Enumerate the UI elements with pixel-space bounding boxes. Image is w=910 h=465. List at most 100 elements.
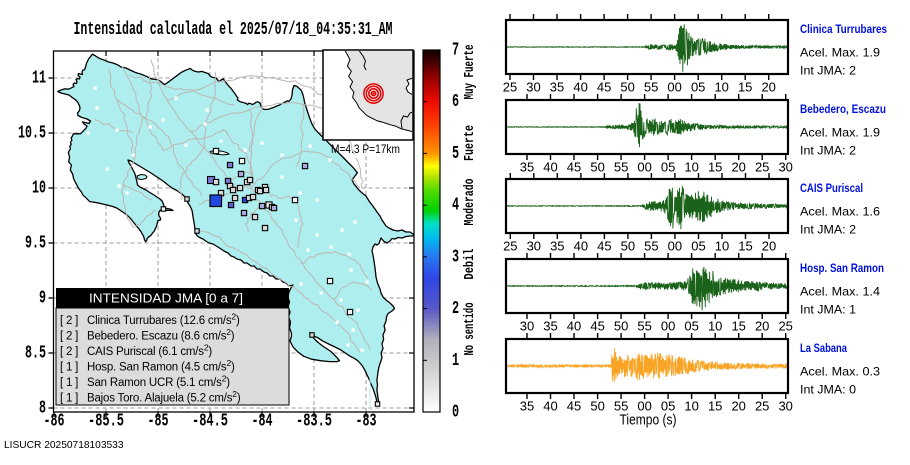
svg-text:55: 55 xyxy=(614,399,628,414)
svg-text:Bebedero, Escazu: Bebedero, Escazu xyxy=(800,102,886,116)
svg-text:10: 10 xyxy=(714,80,728,95)
svg-text:[ 1 ]Bajos Toro. Alajuela (5.2: [ 1 ] Bajos Toro. Alajuela (5.2 cm/s2) xyxy=(60,389,241,405)
svg-text:[ 2 ]CAIS Puriscal (6.1 cm/s2): [ 2 ] CAIS Puriscal (6.1 cm/s2) xyxy=(60,343,212,359)
svg-text:2: 2 xyxy=(452,299,459,319)
svg-text:Acel. Max. 1.4: Acel. Max. 1.4 xyxy=(800,285,880,299)
svg-text:[ 1 ]San Ramon UCR (5.1 cm/s2): [ 1 ] San Ramon UCR (5.1 cm/s2) xyxy=(60,374,230,390)
svg-text:-83: -83 xyxy=(356,412,377,432)
svg-text:55: 55 xyxy=(644,80,658,95)
svg-text:5: 5 xyxy=(452,144,459,164)
svg-text:20: 20 xyxy=(762,239,776,254)
svg-text:Acel. Max. 0.3: Acel. Max. 0.3 xyxy=(800,365,880,379)
svg-text:20: 20 xyxy=(761,80,775,95)
svg-text:-84: -84 xyxy=(252,412,273,432)
svg-text:8: 8 xyxy=(39,399,46,419)
svg-text:INTENSIDAD JMA [0 a 7]: INTENSIDAD JMA [0 a 7] xyxy=(89,292,243,306)
svg-text:Int JMA: 2: Int JMA: 2 xyxy=(800,223,856,237)
svg-text:0: 0 xyxy=(452,403,459,423)
svg-text:25: 25 xyxy=(755,399,769,414)
svg-text:[ 2 ]Bebedero. Escazu (8.6 cm/: [ 2 ] Bebedero. Escazu (8.6 cm/s2) xyxy=(60,327,235,343)
svg-text:25: 25 xyxy=(778,319,792,334)
svg-text:55: 55 xyxy=(644,239,658,254)
svg-text:20: 20 xyxy=(731,160,745,175)
svg-text:3: 3 xyxy=(452,247,459,267)
svg-text:35: 35 xyxy=(543,319,557,334)
svg-text:No sentido: No sentido xyxy=(462,303,478,356)
svg-text:9.5: 9.5 xyxy=(25,234,46,254)
svg-text:-83.5: -83.5 xyxy=(296,412,332,432)
svg-text:05: 05 xyxy=(691,80,705,95)
svg-text:7: 7 xyxy=(452,41,459,61)
svg-text:25: 25 xyxy=(503,239,517,254)
svg-text:50: 50 xyxy=(590,160,604,175)
svg-text:15: 15 xyxy=(738,80,752,95)
svg-text:00: 00 xyxy=(667,80,681,95)
svg-text:[ 1 ]Hosp. San Ramon (4.5 cm/s: [ 1 ] Hosp. San Ramon (4.5 cm/s2) xyxy=(60,358,235,374)
svg-text:Intensidad calculada el 2025/0: Intensidad calculada el 2025/07/18_04:35… xyxy=(74,20,393,40)
svg-text:40: 40 xyxy=(574,239,588,254)
svg-text:M=4.3 P=17km: M=4.3 P=17km xyxy=(331,144,400,156)
svg-text:50: 50 xyxy=(614,319,628,334)
svg-text:45: 45 xyxy=(597,239,611,254)
svg-text:Int JMA: 2: Int JMA: 2 xyxy=(800,144,856,158)
svg-text:15: 15 xyxy=(738,239,752,254)
svg-text:25: 25 xyxy=(755,160,769,175)
svg-text:-85.5: -85.5 xyxy=(88,412,124,432)
svg-text:45: 45 xyxy=(567,399,581,414)
svg-text:LISUCR 20250718103533: LISUCR 20250718103533 xyxy=(4,440,124,451)
svg-text:30: 30 xyxy=(778,399,792,414)
svg-text:8.5: 8.5 xyxy=(25,344,46,364)
svg-text:35: 35 xyxy=(520,399,534,414)
svg-text:10.5: 10.5 xyxy=(18,124,46,144)
svg-text:00: 00 xyxy=(637,399,651,414)
svg-text:15: 15 xyxy=(731,319,745,334)
svg-text:00: 00 xyxy=(668,239,682,254)
svg-text:Acel. Max. 1.6: Acel. Max. 1.6 xyxy=(800,205,880,219)
svg-text:Tiempo (s): Tiempo (s) xyxy=(620,413,677,429)
svg-text:Int JMA: 1: Int JMA: 1 xyxy=(800,303,856,317)
svg-text:00: 00 xyxy=(661,319,675,334)
svg-text:40: 40 xyxy=(567,319,581,334)
svg-text:Hosp. San Ramon: Hosp. San Ramon xyxy=(800,261,884,275)
svg-text:6: 6 xyxy=(452,92,459,112)
svg-text:La Sabana: La Sabana xyxy=(800,341,847,355)
svg-text:Muy Fuerte: Muy Fuerte xyxy=(462,45,478,100)
svg-text:Acel. Max. 1.9: Acel. Max. 1.9 xyxy=(800,46,880,60)
svg-text:9: 9 xyxy=(39,289,46,309)
svg-text:35: 35 xyxy=(520,160,534,175)
svg-text:05: 05 xyxy=(684,319,698,334)
svg-text:Int JMA: 0: Int JMA: 0 xyxy=(800,383,856,397)
svg-text:Debil: Debil xyxy=(462,249,478,280)
svg-text:35: 35 xyxy=(550,80,564,95)
svg-text:10: 10 xyxy=(708,319,722,334)
svg-text:35: 35 xyxy=(550,239,564,254)
svg-text:05: 05 xyxy=(661,399,675,414)
svg-text:10: 10 xyxy=(32,179,46,199)
svg-text:20: 20 xyxy=(755,319,769,334)
svg-text:1: 1 xyxy=(452,351,459,371)
svg-text:20: 20 xyxy=(731,399,745,414)
svg-text:50: 50 xyxy=(620,80,634,95)
svg-text:Acel. Max. 1.9: Acel. Max. 1.9 xyxy=(800,126,880,140)
svg-text:15: 15 xyxy=(708,399,722,414)
svg-text:-86: -86 xyxy=(44,412,65,432)
svg-text:-85: -85 xyxy=(148,412,169,432)
svg-text:11: 11 xyxy=(32,69,46,89)
svg-text:45: 45 xyxy=(567,160,581,175)
svg-text:Fuerte: Fuerte xyxy=(462,125,478,161)
svg-text:50: 50 xyxy=(590,399,604,414)
svg-text:40: 40 xyxy=(573,80,587,95)
svg-text:[ 2 ]Clinica Turrubares (12.6: [ 2 ] Clinica Turrubares (12.6 cm/s2) xyxy=(60,312,240,328)
svg-text:05: 05 xyxy=(661,160,675,175)
svg-text:30: 30 xyxy=(526,80,540,95)
svg-text:30: 30 xyxy=(778,160,792,175)
svg-text:40: 40 xyxy=(543,160,557,175)
svg-text:CAIS Puriscal: CAIS Puriscal xyxy=(800,181,863,195)
svg-text:4: 4 xyxy=(452,196,459,216)
svg-text:30: 30 xyxy=(520,319,534,334)
svg-text:25: 25 xyxy=(503,80,517,95)
svg-text:15: 15 xyxy=(708,160,722,175)
svg-text:10: 10 xyxy=(715,239,729,254)
svg-text:55: 55 xyxy=(614,160,628,175)
svg-text:40: 40 xyxy=(543,399,557,414)
